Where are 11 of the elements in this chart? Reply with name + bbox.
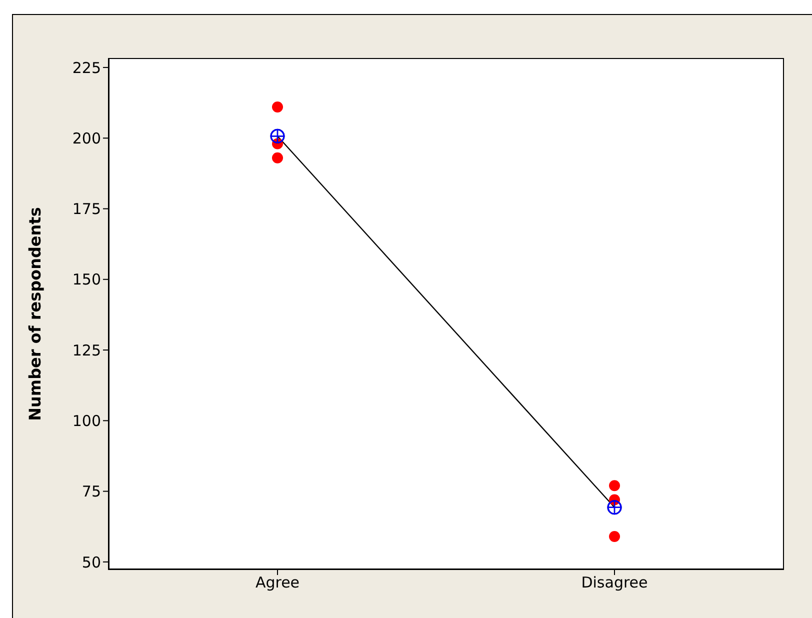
x-tick-label: Disagree <box>581 574 648 592</box>
y-tick-label: 175 <box>72 200 101 218</box>
y-tick-label: 75 <box>82 482 101 501</box>
y-tick-label: 225 <box>72 58 101 77</box>
y-tick-label: 150 <box>72 270 101 289</box>
y-tick-label: 100 <box>72 412 101 430</box>
y-tick-label: 200 <box>72 129 101 148</box>
y-axis-title: Number of respondents <box>26 207 45 421</box>
x-tick-label: Agree <box>255 574 300 592</box>
y-tick-label: 50 <box>82 553 101 572</box>
y-tick-label: 125 <box>72 341 101 360</box>
